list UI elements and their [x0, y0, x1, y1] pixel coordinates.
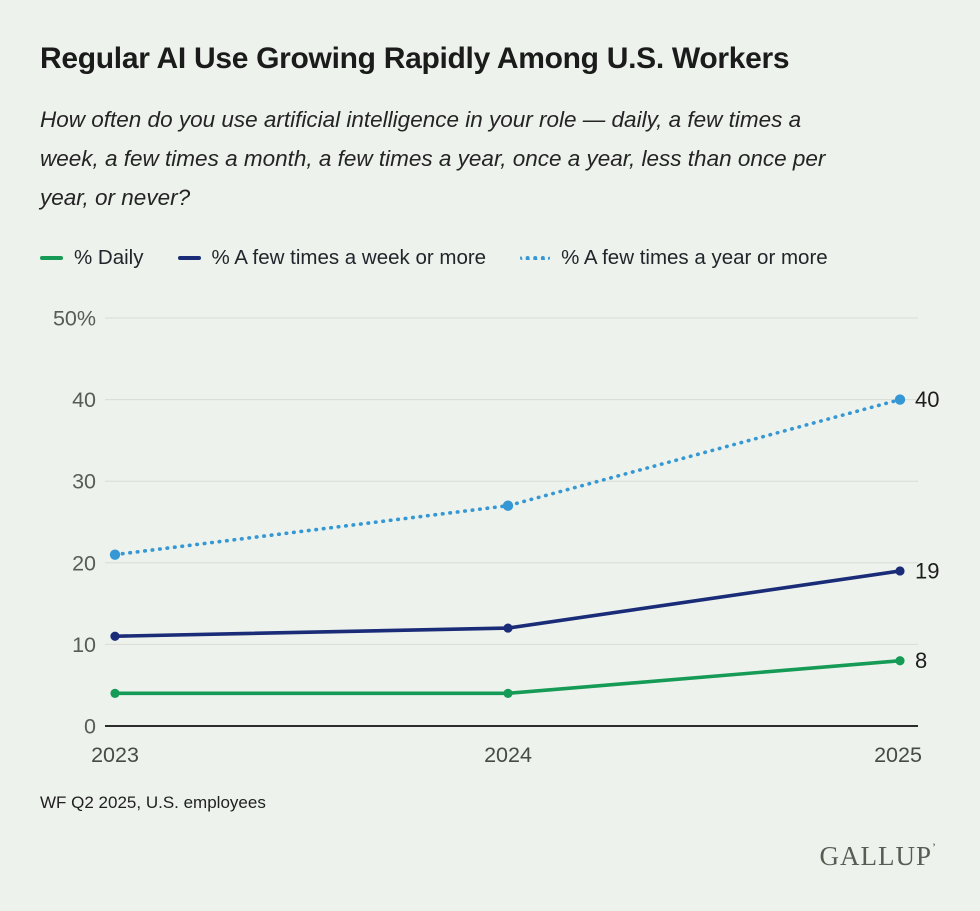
data-point-yearly — [109, 549, 121, 560]
end-value-label: 8 — [915, 648, 927, 673]
x-tick-label: 2024 — [484, 743, 532, 767]
legend-label: % A few times a week or more — [211, 246, 487, 269]
legend-label: % A few times a year or more — [561, 246, 828, 269]
y-tick-label: 40 — [72, 388, 96, 412]
data-point-daily — [110, 688, 120, 698]
data-point-weekly — [503, 623, 513, 633]
subtitle-line: year, or never? — [40, 185, 191, 210]
chart-title: Regular AI Use Growing Rapidly Among U.S… — [40, 42, 790, 75]
y-tick-label: 0 — [84, 715, 96, 739]
legend-swatch-weekly-icon — [177, 256, 201, 260]
chart-legend: % Daily % A few times a week or more % A f… — [40, 244, 828, 272]
series-line-daily — [115, 658, 901, 696]
x-tick-label: 2025 — [874, 743, 922, 767]
data-point-yearly — [502, 500, 514, 511]
subtitle-line: week, a few times a month, a few times a… — [40, 146, 826, 171]
legend-item: % Daily — [40, 246, 144, 270]
trademark-icon: ’ — [932, 840, 936, 854]
data-point-yearly — [894, 394, 906, 405]
series-line-weekly — [114, 569, 901, 639]
gallup-logo: GALLUP’ — [820, 840, 937, 872]
y-tick-label: 30 — [72, 470, 96, 494]
chart-subtitle: How often do you use artificial intellig… — [40, 100, 825, 217]
legend-swatch-yearly-icon — [520, 256, 551, 260]
x-tick-label: 2023 — [91, 743, 139, 767]
legend-item: % A few times a week or more — [177, 246, 487, 270]
data-point-daily — [895, 656, 905, 666]
gallup-logo-text: GALLUP — [819, 841, 932, 871]
y-tick-label: 10 — [72, 633, 96, 657]
end-value-label: 19 — [915, 558, 939, 583]
legend-item: % A few times a year or more — [520, 246, 828, 270]
source-note: WF Q2 2025, U.S. employees — [40, 793, 266, 812]
legend-swatch-daily-icon — [40, 256, 63, 260]
data-point-daily — [503, 688, 513, 698]
data-point-weekly — [895, 566, 905, 576]
subtitle-line: How often do you use artificial intellig… — [40, 107, 802, 132]
y-tick-label: 50% — [53, 307, 96, 331]
data-point-weekly — [110, 631, 120, 641]
legend-label: % Daily — [74, 246, 144, 269]
series-line-yearly — [113, 397, 902, 557]
y-tick-label: 20 — [72, 551, 96, 575]
end-value-label: 40 — [915, 387, 939, 412]
